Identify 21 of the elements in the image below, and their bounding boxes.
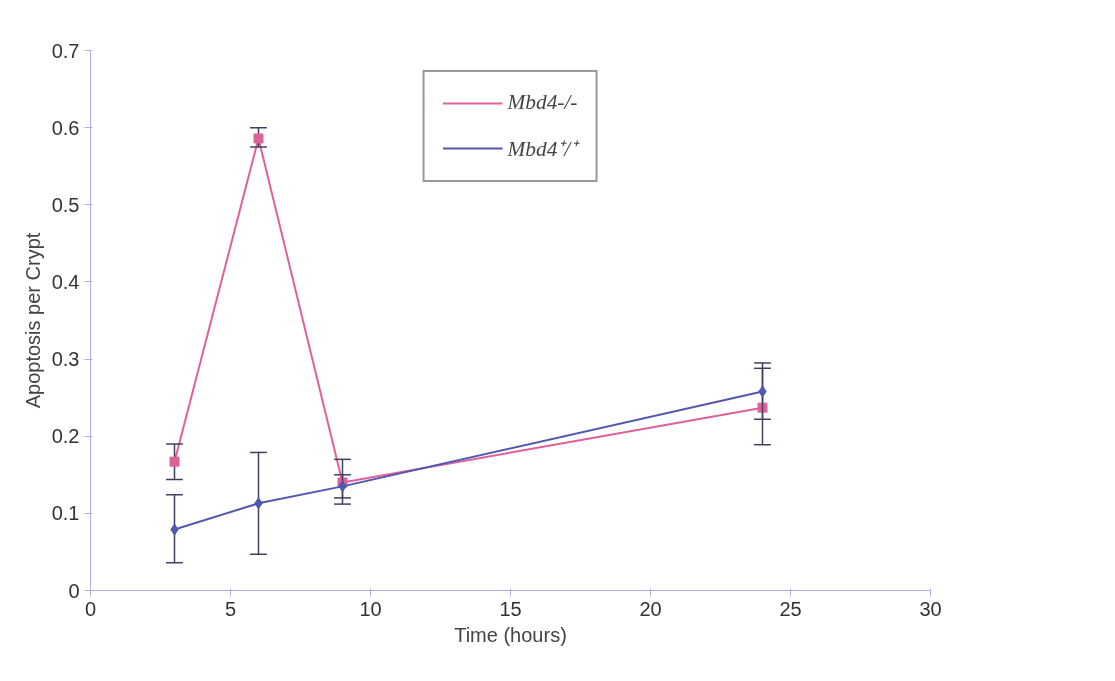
x-axis-title: Time (hours) xyxy=(454,623,567,646)
y-tick-label: 0.6 xyxy=(51,116,80,139)
legend-label: Mbd4⁺/⁺ xyxy=(507,136,578,162)
x-tick-label: 10 xyxy=(359,597,382,620)
x-tick-label: 30 xyxy=(919,597,942,620)
y-tick-label: 0.3 xyxy=(51,348,80,371)
y-tick-label: 0 xyxy=(68,579,80,602)
x-tick-label: 0 xyxy=(84,597,97,620)
x-tick-label: 20 xyxy=(639,597,662,620)
y-tick-label: 0.7 xyxy=(51,39,80,62)
legend-label: Mbd4-/- xyxy=(507,90,578,115)
x-tick-label: 5 xyxy=(224,597,237,620)
y-tick-label: 0.4 xyxy=(51,270,80,293)
point xyxy=(169,456,180,467)
y-tick-label: 0.2 xyxy=(51,425,80,448)
y-axis-title: Apoptosis per Crypt xyxy=(21,232,44,409)
x-tick-label: 15 xyxy=(499,597,522,620)
y-tick-label: 0.1 xyxy=(51,502,80,525)
point xyxy=(253,133,264,144)
x-tick-label: 25 xyxy=(779,597,802,620)
y-tick-label: 0.5 xyxy=(51,193,80,216)
